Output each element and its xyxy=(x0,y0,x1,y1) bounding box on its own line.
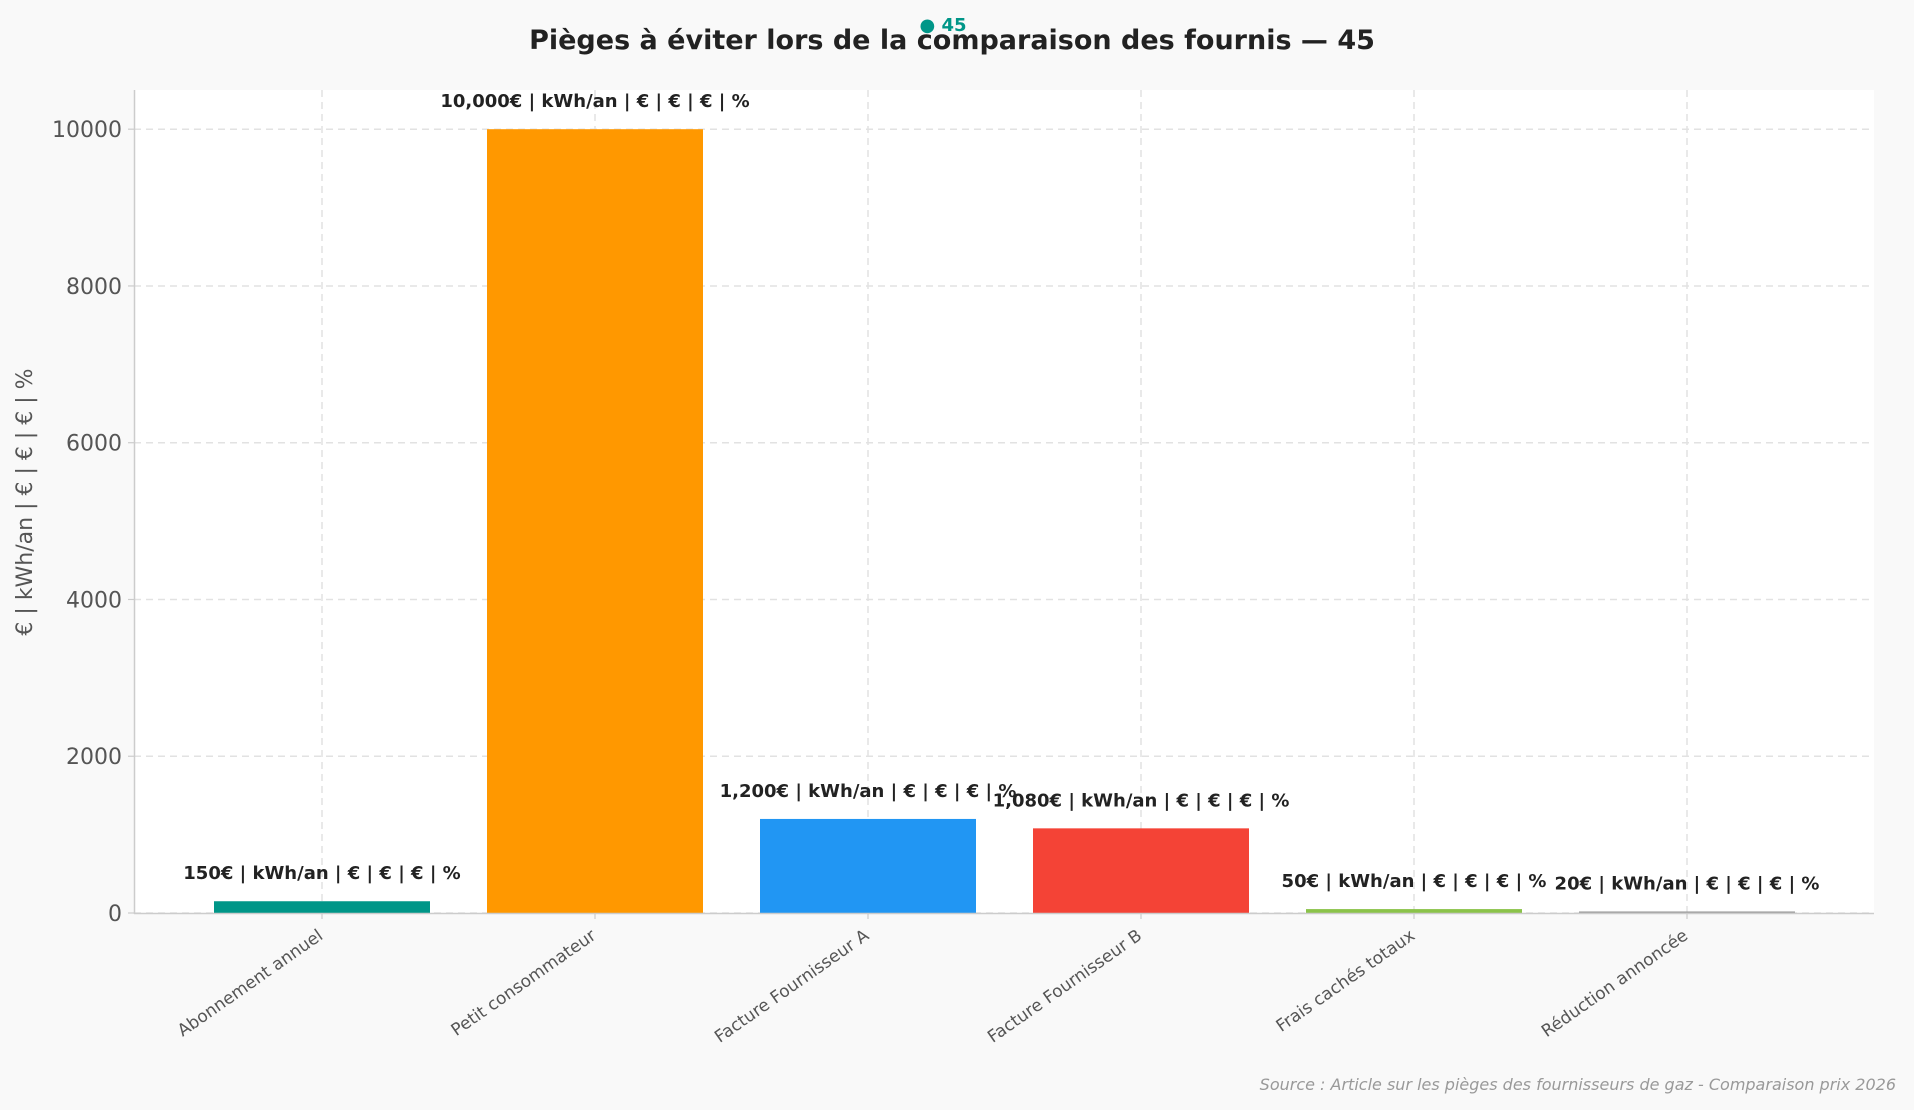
chart-badge: ● 45 xyxy=(919,15,966,36)
bar-value-label: 50€ | kWh/an | € | € | € | % xyxy=(1282,871,1547,892)
y-ticks: 0 2000 4000 6000 8000 10000 xyxy=(52,118,134,927)
bar xyxy=(760,818,976,913)
bar-value-label: 1,200€ | kWh/an | € | € | € | % xyxy=(720,781,1017,802)
y-tick-label: 8000 xyxy=(66,275,122,300)
bar-value-label: 20€ | kWh/an | € | € | € | % xyxy=(1555,873,1820,894)
chart-title: Pièges à éviter lors de la comparaison d… xyxy=(529,25,1375,56)
bar-value-label: 10,000€ | kWh/an | € | € | € | % xyxy=(440,91,749,112)
y-tick-label: 0 xyxy=(108,902,122,927)
data-labels: 150€ | kWh/an | € | € | € | % 10,000€ | k… xyxy=(183,91,1819,894)
bar xyxy=(1033,828,1249,913)
y-tick-label: 2000 xyxy=(66,745,122,770)
y-tick-label: 6000 xyxy=(66,432,122,457)
y-tick-label: 4000 xyxy=(66,588,122,613)
y-tick-label: 10000 xyxy=(52,118,122,143)
bar-value-label: 1,080€ | kWh/an | € | € | € | % xyxy=(993,790,1290,811)
y-axis-label: € | kWh/an | € | € | € | % xyxy=(13,368,38,635)
bar xyxy=(1306,909,1522,913)
source-note: Source : Article sur les pièges des four… xyxy=(1260,1075,1896,1094)
bar xyxy=(487,129,703,913)
plot-area xyxy=(134,90,1874,914)
bar xyxy=(214,901,430,913)
bar-value-label: 150€ | kWh/an | € | € | € | % xyxy=(183,863,460,884)
bars xyxy=(214,129,1795,913)
bar xyxy=(1579,911,1795,913)
